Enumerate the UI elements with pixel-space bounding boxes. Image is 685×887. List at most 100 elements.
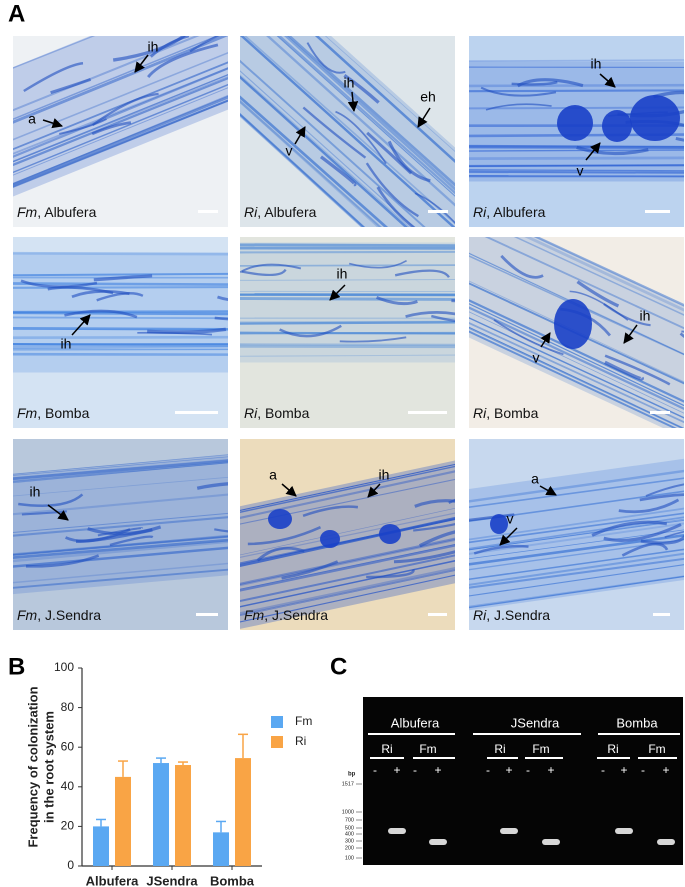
cell-wall	[240, 36, 455, 227]
cell-wall	[13, 326, 228, 331]
cultivar: , Bomba	[257, 405, 309, 421]
cell-wall	[469, 169, 684, 172]
cell-wall	[469, 252, 684, 428]
cell-wall	[13, 272, 228, 277]
hypha	[591, 520, 668, 537]
y-axis-label: in the root system	[41, 711, 56, 823]
cell-wall	[469, 264, 684, 428]
cell-wall	[13, 251, 228, 256]
gel-image	[363, 697, 683, 865]
panel-letter: C	[330, 653, 347, 680]
cell-wall	[469, 269, 684, 428]
lane-label: Fm	[532, 742, 549, 756]
error-bar	[96, 818, 106, 827]
cell-wall	[13, 551, 228, 594]
cell-wall	[240, 36, 455, 227]
annotation-label: ih	[61, 336, 72, 352]
cell-wall	[469, 505, 684, 572]
cell-wall	[469, 272, 684, 428]
annotation-arrow	[281, 483, 297, 497]
hypha	[604, 360, 644, 381]
annotation-label: ih	[148, 39, 159, 55]
hypha	[247, 526, 322, 546]
cell-wall	[13, 52, 228, 227]
cell-wall	[240, 36, 455, 227]
hypha	[405, 311, 455, 318]
cell-wall	[240, 290, 455, 292]
cell-wall	[240, 542, 455, 630]
ladder-label: 200	[345, 845, 354, 851]
cultivar: , Albufera	[37, 204, 96, 220]
cell-wall	[13, 45, 228, 218]
sign: +	[547, 763, 554, 777]
cell-wall	[13, 56, 228, 227]
cultivar: , Bomba	[486, 405, 538, 421]
bar	[235, 758, 251, 866]
annotation-label: v	[577, 163, 584, 179]
dna-band	[500, 828, 518, 834]
root-band	[469, 443, 684, 626]
cell-wall	[13, 558, 228, 599]
cell-wall	[240, 246, 455, 248]
cell-wall	[13, 352, 228, 356]
root-band	[240, 242, 455, 363]
hypha	[618, 498, 680, 514]
cell-wall	[240, 320, 455, 323]
root-band	[13, 36, 228, 227]
vesicle	[557, 105, 593, 141]
cell-wall	[13, 344, 228, 349]
cell-wall	[13, 335, 228, 340]
hypha	[147, 327, 227, 334]
species: Fm	[244, 607, 265, 623]
annotation-label: v	[507, 511, 514, 527]
cell-wall	[240, 36, 455, 227]
hypha	[319, 155, 357, 187]
cell-wall	[240, 36, 455, 227]
scale-bar	[198, 210, 218, 213]
cell-wall	[13, 525, 228, 566]
cell-wall	[13, 529, 228, 573]
cell-wall	[469, 496, 684, 560]
hypha	[604, 354, 671, 386]
panel-letter: B	[8, 653, 25, 680]
species: Ri	[244, 405, 258, 421]
hypha	[675, 136, 684, 142]
error-bar	[118, 760, 128, 777]
cell-wall	[240, 447, 455, 546]
sign: +	[505, 763, 512, 777]
cell-wall	[240, 297, 455, 301]
bar	[93, 826, 109, 866]
y-tick-label: 20	[61, 819, 75, 833]
hypha	[241, 268, 287, 277]
hypha	[217, 295, 228, 302]
annotation-arrow	[134, 54, 149, 73]
hypha	[640, 533, 684, 545]
group-label: Bomba	[616, 715, 658, 730]
species: Ri	[473, 607, 487, 623]
hypha	[240, 263, 302, 274]
ladder-label: 700	[345, 817, 354, 823]
cell-wall	[469, 535, 684, 603]
cell-wall	[13, 282, 228, 286]
cultivar: , Albufera	[486, 204, 545, 220]
vesicle	[268, 509, 292, 529]
dna-band	[542, 839, 560, 845]
hypha	[64, 309, 138, 319]
cultivar: , Albufera	[257, 204, 316, 220]
root-tissue	[13, 443, 228, 605]
y-tick-label: 40	[61, 779, 75, 793]
cell-wall	[240, 443, 455, 540]
micrograph: ih v Ri, Albufera	[469, 36, 684, 227]
annotation-arrow	[47, 504, 69, 521]
legend-label: Fm	[295, 714, 312, 728]
hypha	[279, 324, 342, 338]
scale-bar	[428, 210, 448, 213]
cell-wall	[13, 342, 228, 345]
sign: +	[662, 763, 669, 777]
scale-bar	[175, 411, 218, 414]
annotation-arrow	[539, 485, 557, 496]
hypha	[71, 290, 130, 299]
hypha	[339, 336, 407, 343]
lane-label: Ri	[381, 742, 392, 756]
vesicle	[554, 299, 592, 349]
